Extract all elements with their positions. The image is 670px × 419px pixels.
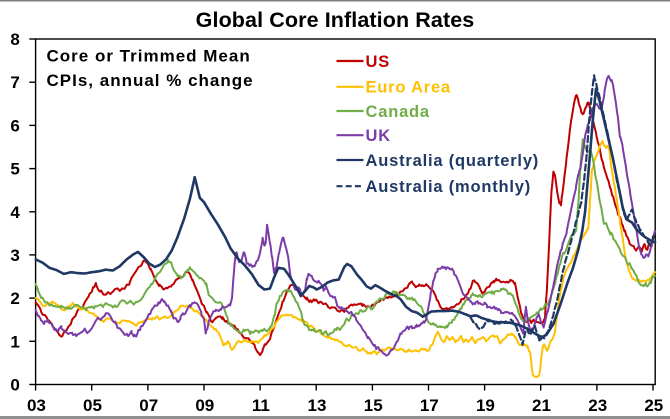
svg-text:1: 1 [10, 332, 19, 351]
svg-text:05: 05 [83, 396, 102, 415]
svg-text:4: 4 [10, 203, 20, 222]
svg-text:17: 17 [420, 396, 439, 415]
svg-text:19: 19 [476, 396, 495, 415]
svg-text:8: 8 [10, 30, 19, 49]
svg-text:Core or Trimmed Mean: Core or Trimmed Mean [47, 47, 251, 66]
svg-text:09: 09 [195, 396, 214, 415]
svg-text:2: 2 [10, 289, 19, 308]
svg-text:21: 21 [532, 396, 551, 415]
svg-text:23: 23 [588, 396, 607, 415]
svg-text:Canada: Canada [366, 103, 430, 121]
svg-text:Euro Area: Euro Area [366, 79, 451, 97]
svg-text:5: 5 [10, 160, 19, 179]
svg-text:UK: UK [366, 127, 391, 145]
svg-text:07: 07 [139, 396, 158, 415]
svg-text:Australia (quarterly): Australia (quarterly) [366, 152, 540, 170]
svg-text:CPIs, annual % change: CPIs, annual % change [47, 71, 254, 90]
svg-text:6: 6 [10, 116, 19, 135]
svg-text:7: 7 [10, 73, 19, 92]
svg-text:11: 11 [252, 396, 270, 415]
svg-text:3: 3 [10, 246, 19, 265]
svg-text:Australia (monthly): Australia (monthly) [366, 178, 532, 196]
svg-text:03: 03 [27, 396, 46, 415]
svg-text:15: 15 [364, 396, 383, 415]
svg-text:13: 13 [308, 396, 327, 415]
svg-text:25: 25 [644, 396, 663, 415]
svg-text:US: US [366, 53, 391, 71]
svg-text:0: 0 [10, 376, 19, 395]
svg-text:Global Core Inflation Rates: Global Core Inflation Rates [196, 8, 475, 32]
